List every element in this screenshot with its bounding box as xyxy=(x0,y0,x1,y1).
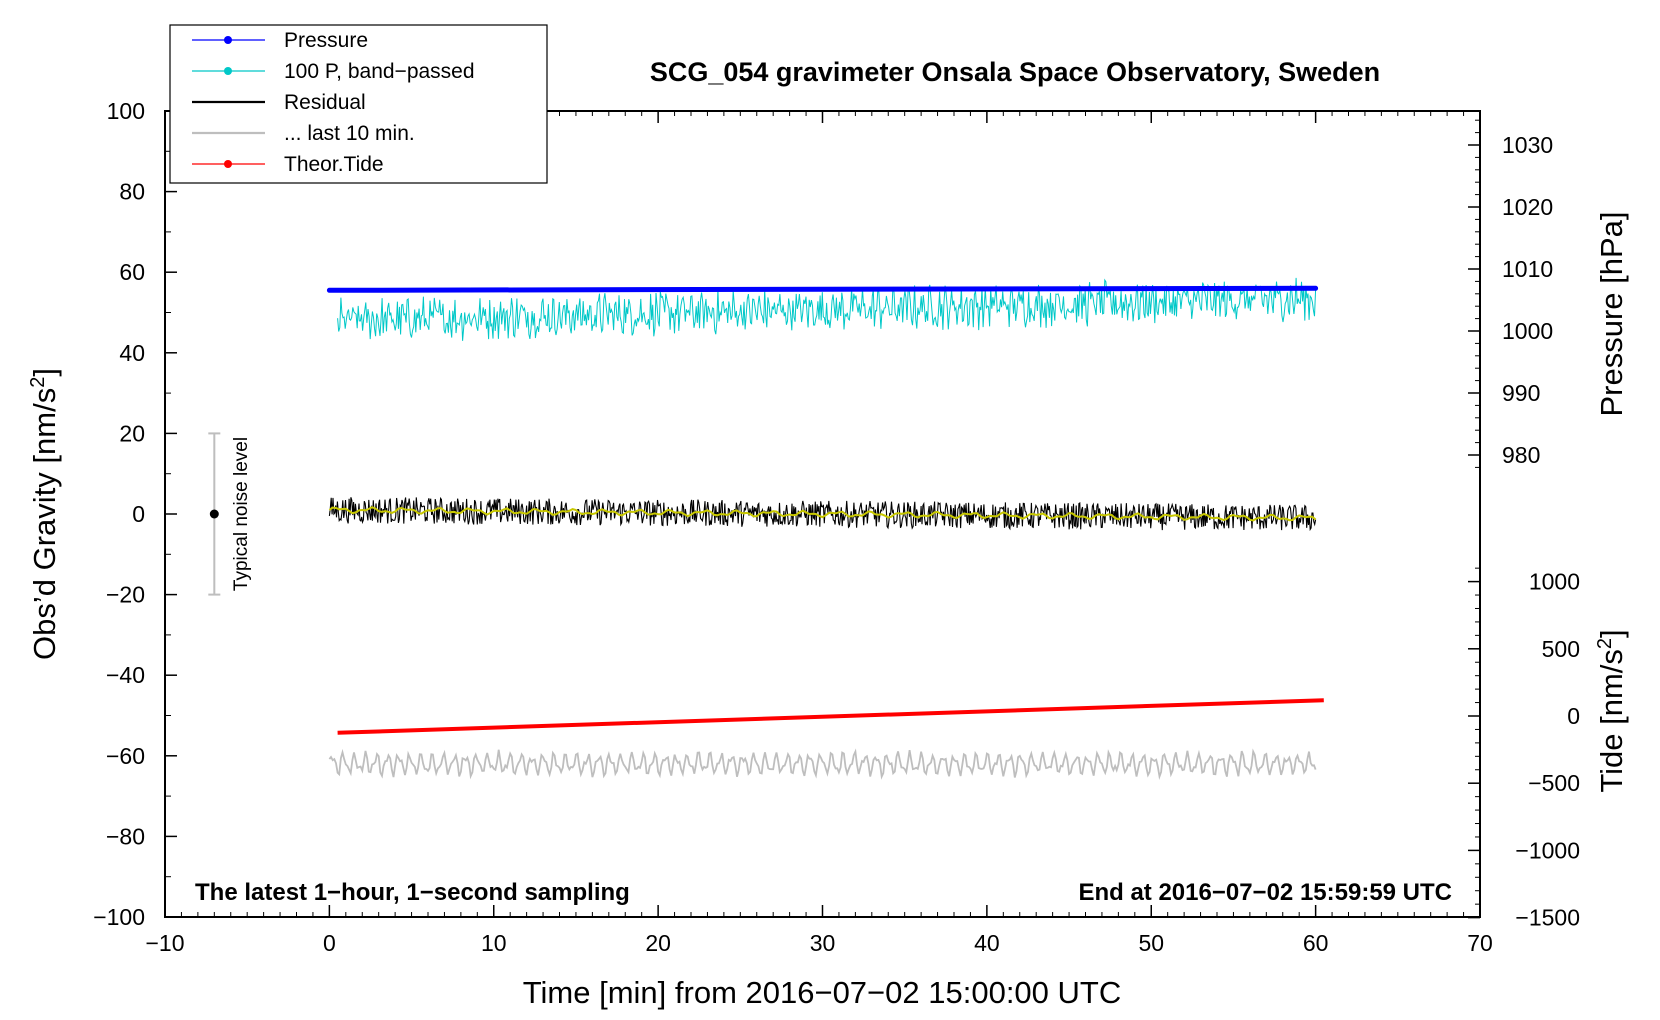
y-tick-label: 0 xyxy=(132,501,145,527)
noise-level-label: Typical noise level xyxy=(231,437,252,591)
x-axis: −10 0 10 20 30 40 50 60 70 xyxy=(145,111,1493,956)
chart-title: SCG_054 gravimeter Onsala Space Observat… xyxy=(650,57,1380,87)
y-tick-label: −60 xyxy=(106,743,145,769)
legend-label: 100 P, band−passed xyxy=(284,60,475,83)
legend-marker xyxy=(224,67,232,75)
pressure-tick-label: 990 xyxy=(1502,380,1540,406)
y-axis-label-gravity: Obs’d Gravity [nm/s2] xyxy=(27,368,62,660)
y-axis-tide: −1500 −1000 −500 0 500 1000 xyxy=(1468,567,1580,931)
y-axis-label-gravity-main: Obs’d Gravity [nm/s xyxy=(27,388,62,660)
tide-tick-label: −1500 xyxy=(1515,905,1580,931)
series-layer xyxy=(326,277,1324,781)
y-tick-label: 100 xyxy=(107,98,145,124)
x-tick-label: 0 xyxy=(323,930,336,956)
y-tick-label: 60 xyxy=(119,259,145,285)
legend: Pressure 100 P, band−passed Residual ... la… xyxy=(169,24,548,184)
pressure-tick-label: 1030 xyxy=(1502,132,1553,158)
legend-label: Pressure xyxy=(284,29,368,52)
legend-box xyxy=(169,24,548,184)
y-axis-label-gravity-sup: 2 xyxy=(27,377,49,388)
y-axis-label-gravity-close: ] xyxy=(27,368,62,377)
tide-tick-label: 1000 xyxy=(1529,569,1580,595)
y-axis-gravity: −100 −80 −60 −40 −20 0 20 40 60 80 100 xyxy=(93,98,177,930)
series-residual-smoothed xyxy=(328,506,1317,522)
pressure-tick-label: 1020 xyxy=(1502,194,1553,220)
x-tick-label: 10 xyxy=(481,930,507,956)
y-tick-label: −80 xyxy=(106,823,145,849)
legend-label: ... last 10 min. xyxy=(284,122,415,145)
x-axis-label: Time [min] from 2016−07−02 15:00:00 UTC xyxy=(523,975,1122,1010)
series-last-10-min xyxy=(328,748,1317,781)
x-tick-label: 40 xyxy=(974,930,1000,956)
x-tick-label: 50 xyxy=(1138,930,1164,956)
series-residual xyxy=(328,496,1317,532)
noise-level-bar xyxy=(208,432,221,596)
series-theoretical-tide xyxy=(337,698,1324,735)
y-tick-label: −40 xyxy=(106,662,145,688)
x-tick-label: 30 xyxy=(810,930,836,956)
note-sampling: The latest 1−hour, 1−second sampling xyxy=(195,879,630,906)
x-tick-label: 60 xyxy=(1303,930,1329,956)
tide-tick-label: −1000 xyxy=(1515,837,1580,863)
note-end-time: End at 2016−07−02 15:59:59 UTC xyxy=(1078,879,1452,906)
y-axis-label-tide-close: ] xyxy=(1594,629,1629,638)
pressure-tick-label: 980 xyxy=(1502,442,1540,468)
legend-label: Residual xyxy=(284,91,366,114)
series-band-passed-pressure xyxy=(337,277,1317,341)
pressure-tick-label: 1000 xyxy=(1502,318,1553,344)
tide-tick-label: 500 xyxy=(1542,636,1580,662)
legend-items: Pressure 100 P, band−passed Residual ... la… xyxy=(192,29,475,176)
tide-tick-label: −500 xyxy=(1528,770,1580,796)
x-tick-label: 70 xyxy=(1467,930,1493,956)
y-tick-label: 20 xyxy=(119,420,145,446)
legend-marker xyxy=(224,36,232,44)
y-axis-pressure: 980 990 1000 1010 1020 1030 xyxy=(1468,119,1553,468)
x-tick-label: −10 xyxy=(145,930,184,956)
tide-tick-label: 0 xyxy=(1567,703,1580,729)
y-axis-label-tide-sup: 2 xyxy=(1594,638,1616,649)
y-axis-label-tide-main: Tide [nm/s xyxy=(1594,649,1629,793)
x-tick-label: 20 xyxy=(645,930,671,956)
noise-bar-center-dot xyxy=(209,509,219,519)
pressure-tick-label: 1010 xyxy=(1502,256,1553,282)
y-tick-label: 80 xyxy=(119,179,145,205)
y-tick-label: −20 xyxy=(106,582,145,608)
legend-marker xyxy=(224,160,232,168)
y-axis-label-pressure: Pressure [hPa] xyxy=(1594,211,1629,416)
y-tick-label: −100 xyxy=(93,904,145,930)
legend-label: Theor.Tide xyxy=(284,153,384,176)
y-tick-label: 40 xyxy=(119,340,145,366)
series-pressure xyxy=(326,285,1319,293)
y-axis-label-tide: Tide [nm/s2] xyxy=(1594,629,1629,792)
